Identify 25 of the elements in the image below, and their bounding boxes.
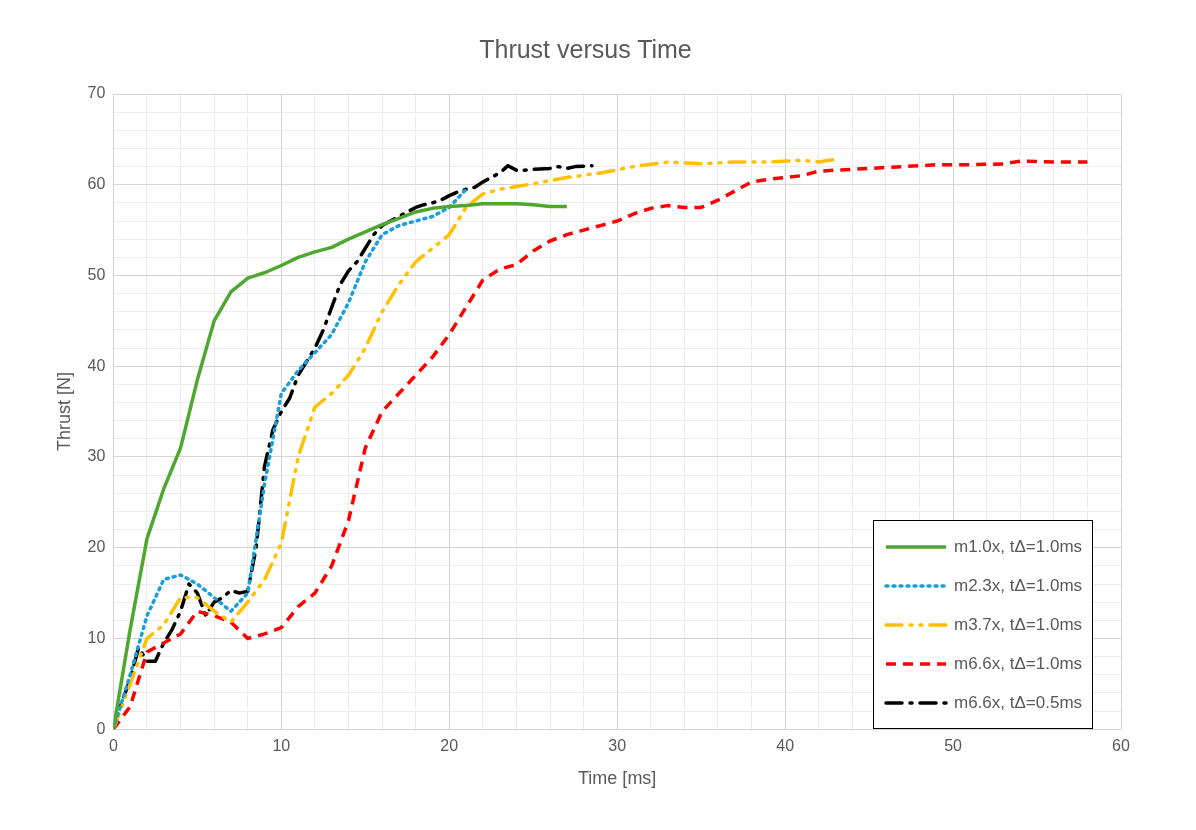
x-tick-label: 50: [944, 737, 963, 755]
x-tick-label: 0: [108, 737, 118, 755]
x-tick-label: 60: [1112, 737, 1130, 755]
y-tick-label: 10: [87, 628, 106, 646]
y-tick-label: 0: [96, 719, 106, 737]
legend-label: m6.6x, tΔ=0.5ms: [954, 692, 1083, 713]
x-tick-label: 20: [440, 737, 459, 755]
legend-label: m6.6x, tΔ=1.0ms: [954, 653, 1083, 674]
x-axis-title: Time [ms]: [578, 768, 657, 789]
y-tick-label: 60: [87, 175, 106, 193]
y-tick-label: 40: [87, 356, 106, 374]
legend-label: m1.0x, tΔ=1.0ms: [954, 536, 1083, 557]
chart-title: Thrust versus Time: [479, 34, 692, 63]
legend-label: m2.3x, tΔ=1.0ms: [954, 575, 1083, 596]
y-tick-label: 30: [87, 447, 106, 465]
legend-label: m3.7x, tΔ=1.0ms: [954, 614, 1083, 635]
x-tick-label: 30: [608, 737, 627, 755]
y-axis-title: Thrust [N]: [53, 372, 74, 452]
x-tick-label: 10: [272, 737, 291, 755]
y-tick-label: 70: [87, 84, 106, 102]
line-series: [113, 187, 468, 730]
y-tick-label: 50: [87, 265, 106, 283]
x-tick-label: 40: [776, 737, 795, 755]
y-tick-label: 20: [87, 538, 106, 556]
line-series: [113, 159, 1090, 730]
